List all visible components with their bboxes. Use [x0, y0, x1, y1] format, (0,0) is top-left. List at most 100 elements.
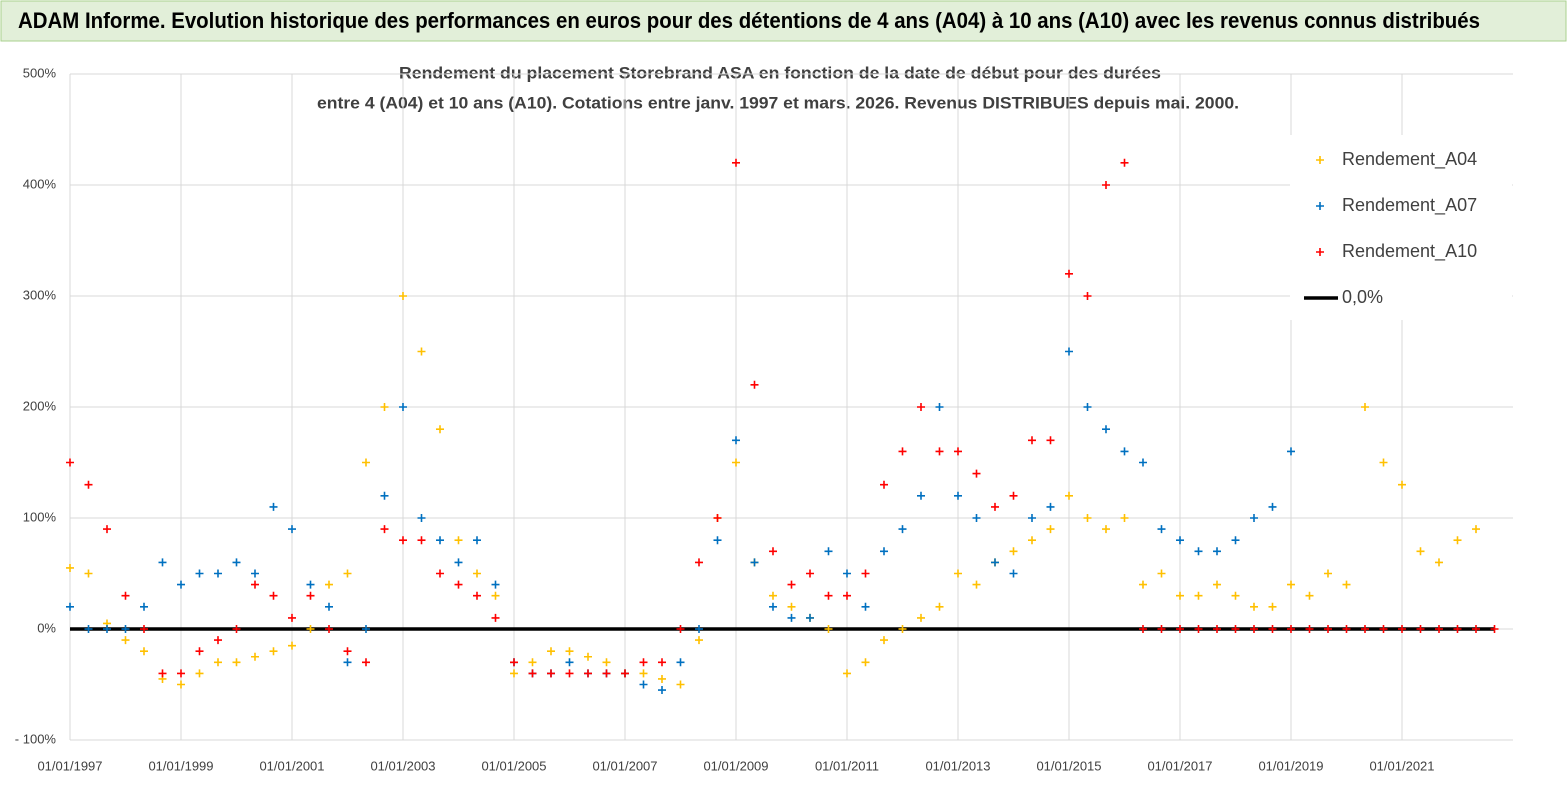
data-point — [417, 514, 426, 522]
data-point — [232, 625, 241, 633]
data-point — [787, 602, 796, 611]
data-point — [898, 525, 907, 534]
data-point — [1028, 514, 1036, 522]
data-point — [1287, 580, 1295, 589]
data-point — [843, 591, 851, 600]
data-point — [695, 636, 703, 645]
data-point — [1083, 514, 1092, 522]
data-point — [732, 458, 740, 467]
x-tick-label: 01/01/2013 — [925, 758, 990, 773]
data-point — [195, 569, 204, 578]
data-point — [1453, 625, 1462, 633]
data-point — [880, 636, 888, 645]
y-tick-label: 0% — [37, 620, 56, 635]
x-tick-label: 01/01/2015 — [1036, 758, 1101, 773]
data-point — [935, 403, 944, 411]
data-point — [362, 458, 370, 467]
data-point — [325, 625, 333, 633]
data-point — [1342, 625, 1351, 633]
data-point — [713, 514, 722, 522]
data-point — [713, 536, 722, 545]
y-tick-label: - 100% — [15, 731, 57, 746]
data-point — [1250, 625, 1258, 633]
data-point — [1342, 580, 1351, 589]
data-point — [787, 613, 796, 622]
data-point — [565, 647, 574, 656]
data-point — [306, 591, 315, 600]
data-point — [898, 625, 907, 633]
data-point — [1305, 625, 1314, 633]
y-tick-label: 300% — [23, 287, 57, 302]
data-point — [602, 658, 611, 667]
data-point — [103, 525, 111, 534]
data-point — [1379, 458, 1388, 467]
x-tick-label: 01/01/2019 — [1258, 758, 1323, 773]
data-point — [972, 580, 981, 589]
data-point — [880, 547, 888, 556]
data-point — [362, 658, 370, 667]
data-point — [1194, 547, 1203, 556]
data-point — [861, 569, 870, 578]
data-point — [1361, 403, 1369, 411]
x-tick-label: 01/01/2021 — [1369, 758, 1434, 773]
data-point — [806, 613, 814, 622]
data-point — [1194, 591, 1203, 600]
data-point — [1398, 480, 1406, 489]
data-point — [1231, 591, 1240, 600]
data-point — [473, 591, 481, 600]
data-point — [473, 536, 481, 545]
data-point — [1268, 625, 1277, 633]
data-point — [972, 514, 981, 522]
data-point — [454, 536, 463, 545]
data-point — [417, 347, 426, 356]
data-point — [917, 491, 925, 500]
data-point — [491, 613, 500, 622]
chart-title-line: entre 4 (A04) et 10 ans (A10). Cotations… — [317, 93, 1239, 112]
data-point — [1231, 625, 1240, 633]
data-point — [676, 658, 685, 667]
legend-swatch — [1316, 202, 1324, 210]
legend-label: Rendement_A04 — [1342, 149, 1477, 170]
data-point — [195, 669, 204, 678]
data-point — [1083, 403, 1092, 411]
data-point — [380, 491, 389, 500]
data-point — [1157, 569, 1166, 578]
legend-box — [1290, 135, 1512, 320]
data-point — [158, 669, 167, 678]
data-point — [1250, 514, 1258, 522]
data-point — [1065, 491, 1073, 500]
data-point — [898, 447, 907, 456]
data-point — [454, 558, 463, 567]
legend: Rendement_A04 Rendement_A07 Rendement_A10 0… — [1290, 135, 1512, 320]
data-point — [121, 625, 130, 633]
data-point — [917, 403, 925, 411]
data-point — [1083, 292, 1092, 300]
data-point — [935, 447, 944, 456]
x-tick-label: 01/01/2007 — [592, 758, 657, 773]
data-point — [750, 380, 759, 389]
data-point — [1139, 458, 1147, 467]
data-point — [1120, 447, 1129, 456]
data-point — [214, 658, 222, 667]
data-point — [491, 591, 500, 600]
data-point — [991, 502, 999, 511]
data-point — [1268, 602, 1277, 611]
data-point — [1213, 625, 1221, 633]
data-point — [306, 580, 315, 589]
data-point — [1028, 536, 1036, 545]
data-point — [658, 658, 666, 667]
data-point — [658, 686, 666, 695]
x-tick-label: 01/01/2009 — [703, 758, 768, 773]
data-point — [454, 580, 463, 589]
data-point — [343, 658, 352, 667]
data-point — [769, 591, 777, 600]
data-point — [251, 580, 259, 589]
x-tick-label: 01/01/2017 — [1147, 758, 1212, 773]
data-point — [954, 491, 962, 500]
data-point — [399, 403, 407, 411]
data-point — [1305, 591, 1314, 600]
data-point — [1287, 625, 1295, 633]
data-point — [140, 647, 148, 656]
data-point — [565, 658, 574, 667]
data-point — [658, 674, 666, 683]
